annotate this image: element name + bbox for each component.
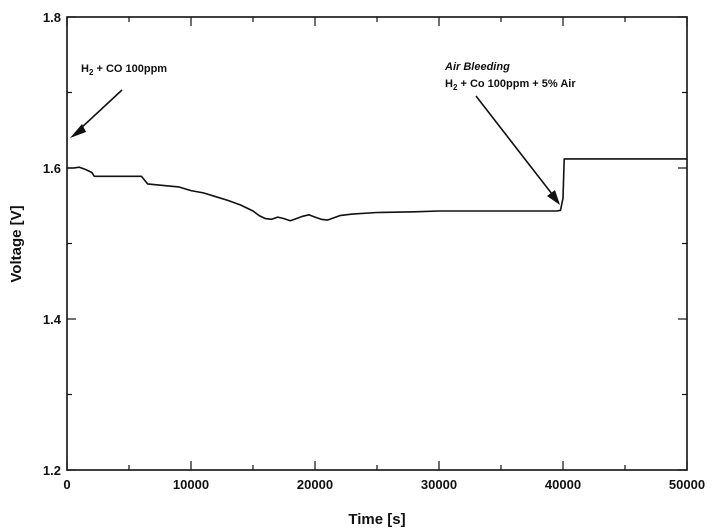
annotation-h2-co: H2 + CO 100ppm — [70, 63, 167, 138]
annotation-air-bleeding: Air Bleeding H2 + Co 100ppm + 5% Air — [444, 61, 576, 205]
annotation-h2-co-rest: + CO 100ppm — [93, 63, 167, 75]
annotation-air-arrowhead — [547, 190, 560, 205]
annotation-h2-subscript: 2 — [89, 68, 94, 77]
annotation-h2-co-arrow — [79, 89, 123, 130]
plot-frame — [66, 16, 688, 471]
annotation-air-bleeding-label: H2 + Co 100ppm + 5% Air — [445, 78, 576, 92]
series-line — [67, 158, 687, 222]
y-tick-label: 1.4 — [43, 312, 62, 327]
annotation-air-h2-subscript: 2 — [453, 83, 458, 92]
x-tick-label: 40000 — [545, 477, 581, 492]
x-tick-label: 0 — [63, 477, 70, 492]
tick-labels: 0 10000 20000 30000 40000 50000 1.2 1.4 1.6 1.8 — [43, 10, 705, 492]
axis-ticks — [66, 16, 688, 471]
annotation-air-bleeding-title: Air Bleeding — [444, 61, 510, 73]
annotation-air-arrow — [475, 95, 553, 195]
y-tick-label: 1.8 — [43, 10, 61, 25]
annotation-h2-co-label: H2 + CO 100ppm — [81, 63, 167, 77]
annotation-h2-symbol: H — [81, 63, 89, 75]
annotation-h2-co-arrowhead — [70, 124, 86, 138]
x-axis-title: Time [s] — [348, 511, 405, 528]
x-tick-label: 30000 — [421, 477, 457, 492]
x-tick-label: 10000 — [173, 477, 209, 492]
y-tick-label: 1.6 — [43, 161, 61, 176]
x-tick-label: 20000 — [297, 477, 333, 492]
x-tick-label: 50000 — [669, 477, 705, 492]
annotation-air-h2-symbol: H — [445, 78, 453, 90]
y-axis-title: Voltage [V] — [8, 205, 25, 282]
annotation-air-rest: + Co 100ppm + 5% Air — [457, 78, 576, 90]
y-tick-label: 1.2 — [43, 463, 61, 478]
